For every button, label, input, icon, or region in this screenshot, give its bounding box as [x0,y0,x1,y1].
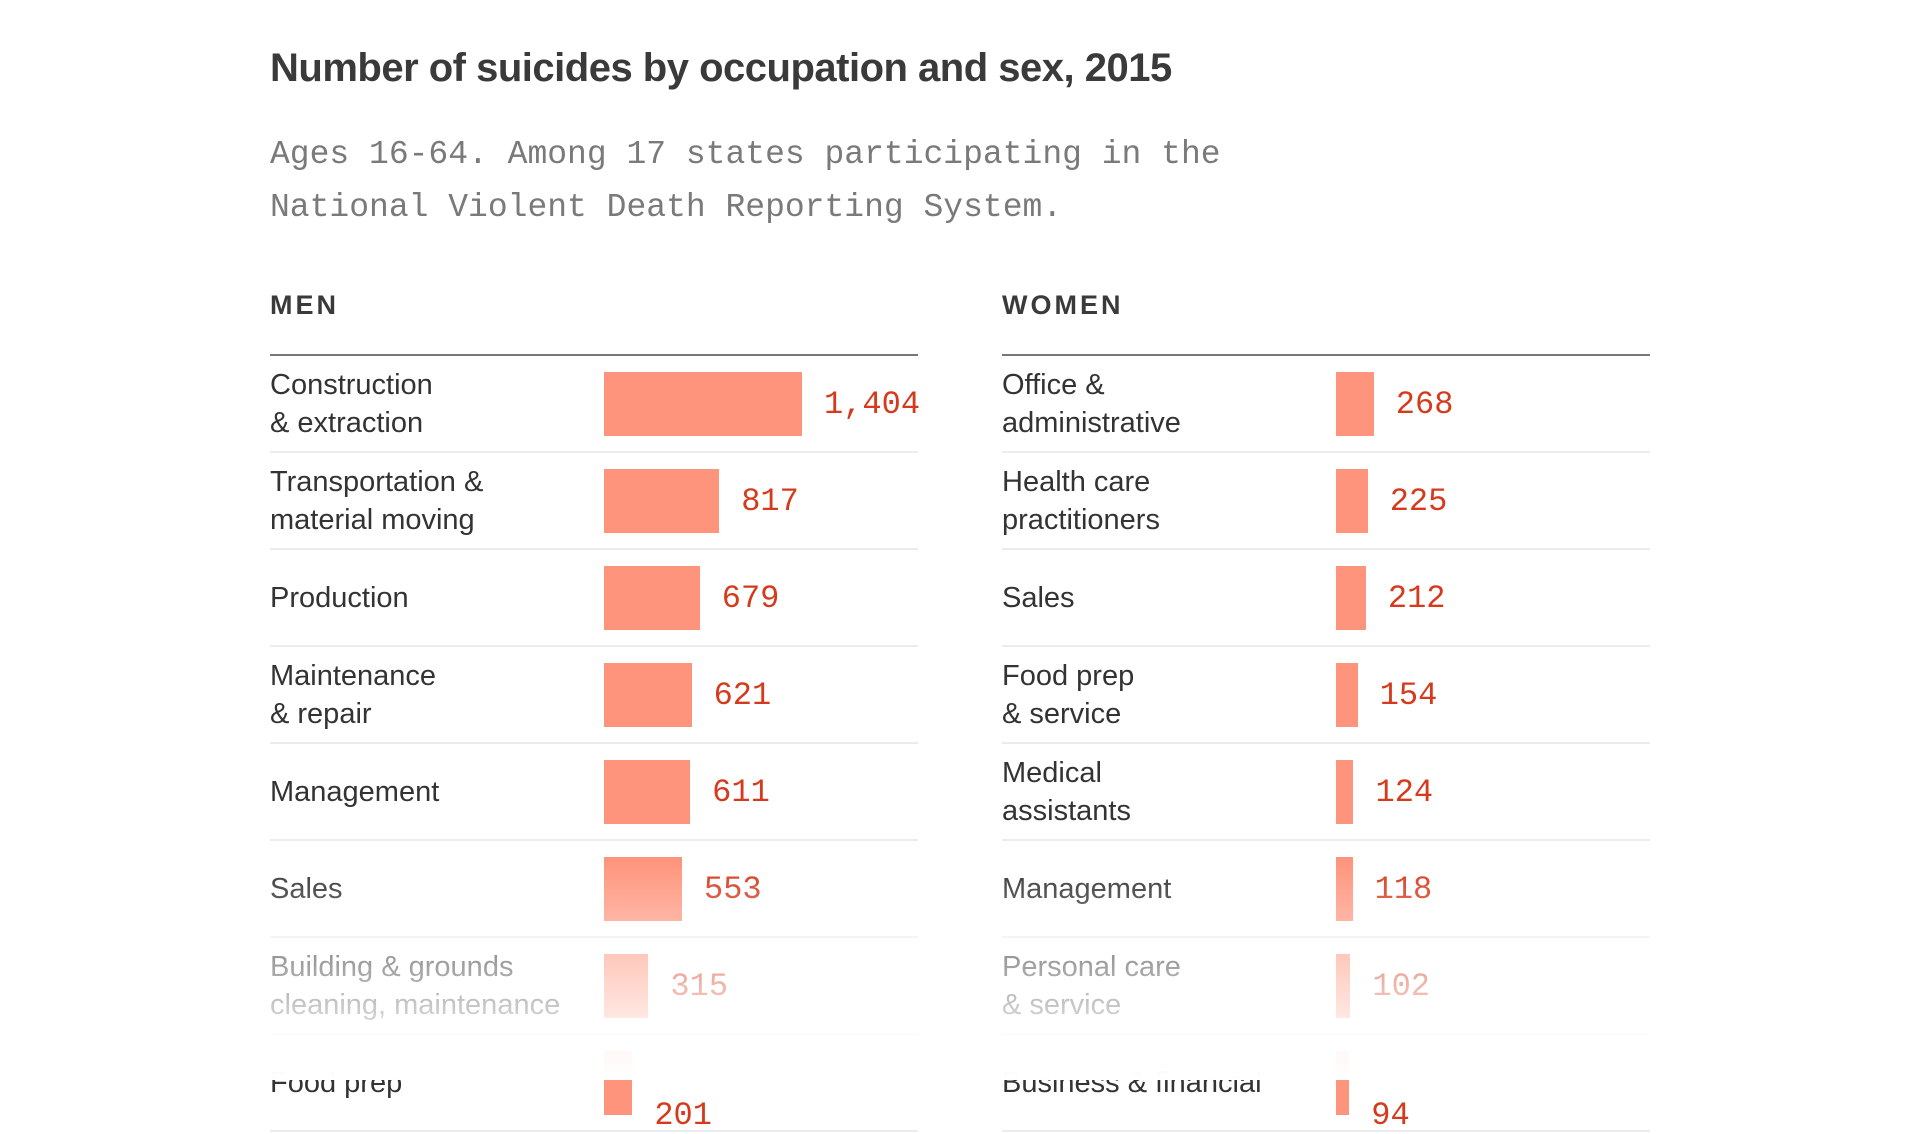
bar-row: Business & financial 94 [1002,1035,1650,1134]
chart-subtitle: Ages 16-64. Among 17 states participatin… [270,136,1221,226]
chart-title: Number of suicides by occupation and sex… [270,46,1172,90]
bar [1336,1051,1350,1115]
value-label: 553 [703,871,762,908]
bar-row: Management 118 [1002,841,1650,938]
category-label: Building & grounds cleaning, maintenance [270,950,561,1021]
bar-row: Sales 212 [1002,550,1650,647]
women-panel: WOMEN Office & administrative 268 Health c… [1002,290,1650,1134]
value-label: 268 [1395,386,1454,423]
category-label: Food prep [270,1066,403,1099]
category-label: Management [270,775,440,808]
bar-row: Transportation & material moving 817 [270,453,918,550]
value-label: 225 [1389,483,1448,520]
value-label: 102 [1372,968,1430,1005]
value-label: 94 [1371,1097,1410,1134]
bar [604,663,692,727]
value-label: 315 [670,968,729,1005]
bar [604,1051,633,1115]
value-label: 679 [721,580,780,617]
category-label: Construction & extraction [270,368,433,439]
bar [1336,857,1353,921]
bar [604,760,691,824]
bar-row: Food prep 201 [270,1035,918,1134]
women-heading: WOMEN [1002,290,1124,320]
category-label: Production [270,581,409,614]
bar [604,372,802,436]
bar [1336,469,1368,533]
bar-row: Food prep & service 154 [1002,647,1650,744]
bar [1336,663,1358,727]
bar-row: Health care practitioners 225 [1002,453,1650,550]
bar-row: Building & grounds cleaning, maintenance… [270,938,918,1035]
bar-row: Construction & extraction 1,404 [270,356,921,453]
category-label: Health care practitioners [1002,465,1160,536]
bar [604,857,682,921]
category-label: Management [1002,872,1172,905]
bar [604,954,649,1018]
bar-row: Medical assistants 124 [1002,744,1650,841]
bar [1336,372,1374,436]
bar-row: Personal care & service 102 [1002,938,1650,1035]
bar-row: Sales 553 [270,841,918,938]
bar [1336,954,1351,1018]
category-label: Sales [270,872,343,905]
bar [1336,566,1366,630]
bar [604,566,700,630]
bar-row: Management 611 [270,744,918,841]
value-label: 621 [713,677,772,714]
men-rows: Construction & extraction 1,404 Transporta… [270,354,921,1134]
category-label: Transportation & material moving [270,465,484,536]
value-label: 1,404 [824,386,921,423]
category-label: Maintenance & repair [270,659,437,730]
category-label: Office & administrative [1002,368,1181,439]
bar-row: Maintenance & repair 621 [270,647,918,744]
category-label: Sales [1002,581,1075,614]
value-label: 124 [1375,774,1434,811]
men-heading: MEN [270,290,339,320]
men-panel: MEN Construction & extraction 1,404 Transp… [270,290,921,1134]
value-label: 118 [1374,871,1433,908]
value-label: 154 [1379,677,1438,714]
value-label: 611 [712,774,770,811]
bar-row: Office & administrative 268 [1002,356,1650,453]
category-label: Personal care & service [1002,950,1181,1021]
value-label: 817 [741,483,799,520]
women-rows: Office & administrative 268 Health care pr… [1002,354,1650,1134]
category-label: Food prep & service [1002,659,1135,730]
category-label: Medical assistants [1002,756,1131,827]
bar-row: Production 679 [270,550,918,647]
bar [1336,760,1354,824]
bar [604,469,720,533]
value-label: 201 [654,1097,712,1134]
value-label: 212 [1387,580,1446,617]
category-label: Business & financial [1002,1066,1262,1099]
